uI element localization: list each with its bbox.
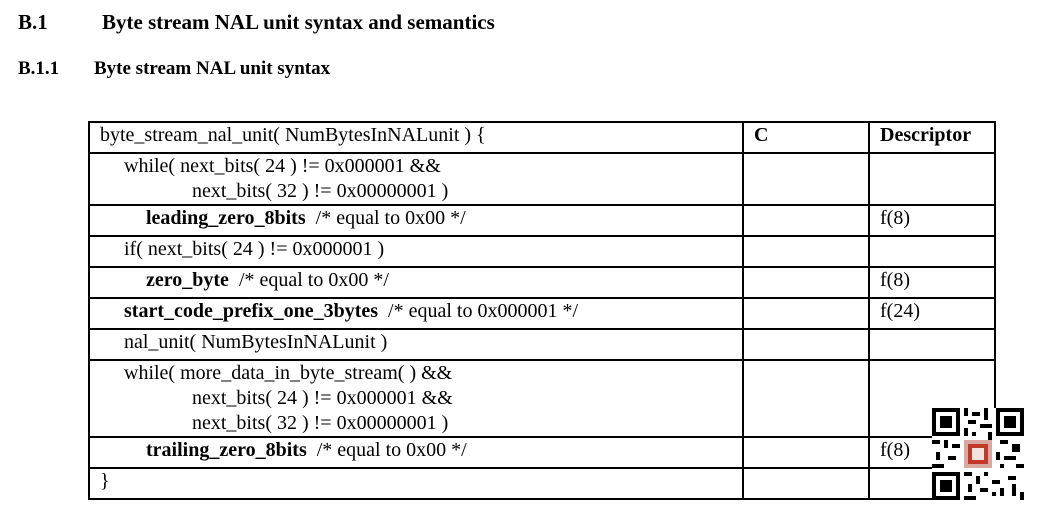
c-cell <box>742 436 870 469</box>
table-row: nal_unit( NumBytesInNALunit ) <box>88 328 996 361</box>
c-cell <box>742 467 870 500</box>
table-row: leading_zero_8bits /* equal to 0x00 */ f… <box>88 204 996 237</box>
c-cell <box>742 297 870 330</box>
c-cell <box>742 266 870 299</box>
syntax-table: byte_stream_nal_unit( NumBytesInNALunit … <box>88 121 996 500</box>
syntax-cell: } <box>88 467 744 500</box>
syntax-cell: nal_unit( NumBytesInNALunit ) <box>88 328 744 361</box>
table-row: zero_byte /* equal to 0x00 */ f(8) <box>88 266 996 299</box>
syntax-header-cell: byte_stream_nal_unit( NumBytesInNALunit … <box>88 121 744 154</box>
descriptor-cell <box>868 152 996 206</box>
c-cell <box>742 235 870 268</box>
qr-code-icon <box>932 408 1024 500</box>
syntax-cell: zero_byte /* equal to 0x00 */ <box>88 266 744 299</box>
table-row: start_code_prefix_one_3bytes /* equal to… <box>88 297 996 330</box>
syntax-cell: trailing_zero_8bits /* equal to 0x00 */ <box>88 436 744 469</box>
table-row: while( next_bits( 24 ) != 0x000001 && ne… <box>88 152 996 206</box>
syntax-cell: if( next_bits( 24 ) != 0x000001 ) <box>88 235 744 268</box>
table-row: if( next_bits( 24 ) != 0x000001 ) <box>88 235 996 268</box>
table-row: while( more_data_in_byte_stream( ) && ne… <box>88 359 996 438</box>
descriptor-cell <box>868 328 996 361</box>
descriptor-cell <box>868 235 996 268</box>
syntax-cell: while( next_bits( 24 ) != 0x000001 && ne… <box>88 152 744 206</box>
section-title: Byte stream NAL unit syntax and semantic… <box>102 10 495 34</box>
descriptor-cell: f(8) <box>868 266 996 299</box>
subsection-title: Byte stream NAL unit syntax <box>94 58 331 79</box>
descriptor-header-cell: Descriptor <box>868 121 996 154</box>
syntax-cell: while( more_data_in_byte_stream( ) && ne… <box>88 359 744 438</box>
descriptor-cell: f(24) <box>868 297 996 330</box>
c-cell <box>742 204 870 237</box>
table-header-row: byte_stream_nal_unit( NumBytesInNALunit … <box>88 121 996 154</box>
c-cell <box>742 359 870 438</box>
section-number: B.1 <box>18 10 48 34</box>
table-row: } <box>88 467 996 500</box>
subsection-number: B.1.1 <box>18 58 60 79</box>
c-cell <box>742 152 870 206</box>
syntax-cell: leading_zero_8bits /* equal to 0x00 */ <box>88 204 744 237</box>
c-header-cell: C <box>742 121 870 154</box>
table-row: trailing_zero_8bits /* equal to 0x00 */ … <box>88 436 996 469</box>
descriptor-cell: f(8) <box>868 204 996 237</box>
c-cell <box>742 328 870 361</box>
syntax-cell: start_code_prefix_one_3bytes /* equal to… <box>88 297 744 330</box>
